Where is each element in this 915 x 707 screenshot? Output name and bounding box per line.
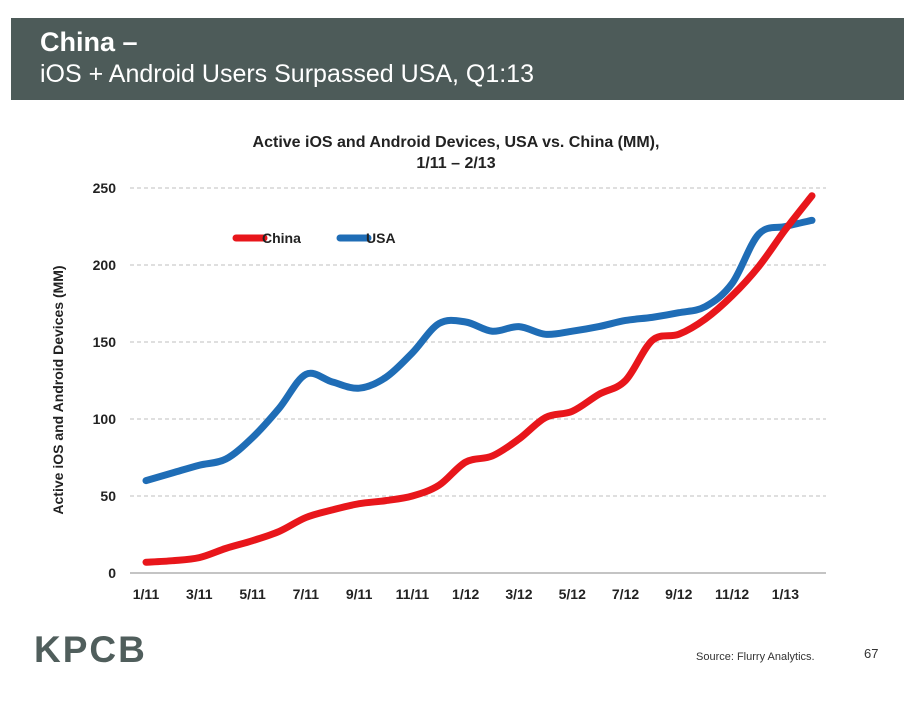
grid-lines (130, 187, 826, 574)
page-number: 67 (864, 646, 879, 661)
x-tick-label: 5/11 (239, 586, 266, 602)
x-tick-label: 1/13 (772, 586, 799, 602)
y-tick-label: 250 (93, 180, 117, 196)
chart-subtitle: 1/11 – 2/13 (416, 155, 495, 172)
series-line-usa (142, 216, 816, 485)
y-tick-labels: 0 50 100 150 200 250 (93, 180, 117, 581)
x-tick-label: 3/11 (186, 586, 213, 602)
x-tick-label: 1/12 (452, 586, 479, 602)
slide-header: China – iOS + Android Users Surpassed US… (11, 18, 904, 100)
slide-title: China – (40, 27, 138, 57)
x-tick-label: 3/12 (505, 586, 532, 602)
series-lines (142, 192, 816, 566)
slide-subtitle: iOS + Android Users Surpassed USA, Q1:13 (40, 60, 534, 88)
x-tick-label: 7/11 (293, 586, 320, 602)
line-chart: Active iOS and Android Devices, USA vs. … (50, 134, 826, 602)
y-tick-label: 0 (108, 565, 116, 581)
x-tick-label: 5/12 (559, 586, 586, 602)
y-tick-label: 150 (93, 334, 117, 350)
x-tick-labels: 1/11 3/11 5/11 7/11 9/11 11/11 1/12 3/12 5/12 7/1… (133, 586, 799, 602)
x-tick-label: 9/12 (665, 586, 692, 602)
source-note: Source: Flurry Analytics. (696, 651, 815, 663)
x-tick-label: 7/12 (612, 586, 639, 602)
y-tick-label: 50 (100, 488, 116, 504)
legend-label-china: China (262, 230, 301, 246)
y-tick-label: 200 (93, 257, 117, 273)
series-line-china (142, 192, 816, 566)
legend-label-usa: USA (366, 230, 396, 246)
y-tick-label: 100 (93, 411, 117, 427)
x-tick-label: 11/12 (715, 586, 749, 602)
x-tick-label: 9/11 (346, 586, 373, 602)
chart-title: Active iOS and Android Devices, USA vs. … (253, 134, 660, 151)
x-tick-label: 11/11 (396, 586, 430, 602)
legend: China USA (232, 230, 396, 246)
y-axis-label: Active iOS and Android Devices (MM) (50, 265, 66, 514)
x-tick-label: 1/11 (133, 586, 160, 602)
kpcb-logo: KPCB (34, 629, 147, 670)
